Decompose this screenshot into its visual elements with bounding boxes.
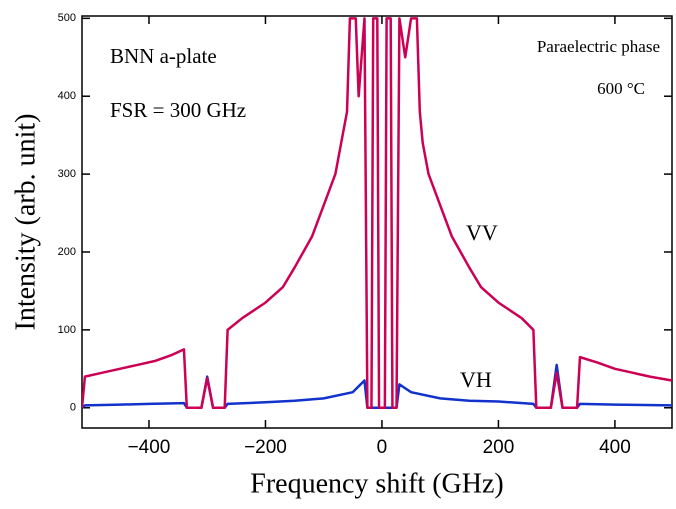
y-tick-label: 500	[58, 12, 76, 24]
y-tick-label: 200	[58, 246, 76, 258]
annotation: FSR = 300 GHz	[110, 98, 246, 122]
x-tick-label: 200	[483, 437, 515, 458]
legend-label: VV	[466, 220, 498, 245]
x-axis-label: Frequency shift (GHz)	[250, 468, 503, 499]
data-line	[82, 17, 672, 409]
x-tick-label: 0	[377, 437, 388, 458]
legend-label: VH	[460, 367, 492, 392]
x-tick-label: −200	[244, 437, 287, 458]
y-tick-label: 300	[58, 168, 76, 180]
annotation: Paraelectric phase	[537, 37, 660, 56]
y-tick-label: 0	[70, 402, 76, 414]
data-line	[82, 363, 672, 409]
annotation: 600 °C	[597, 79, 645, 98]
plot-frame	[81, 15, 673, 429]
x-tick-label: −400	[128, 437, 171, 458]
annotation: BNN a-plate	[110, 44, 217, 68]
plot-area	[82, 17, 672, 409]
x-tick-label: 400	[599, 437, 631, 458]
y-tick-label: 400	[58, 90, 76, 102]
y-tick-label: 100	[58, 324, 76, 336]
y-axis-label: Intensity (arb. unit)	[10, 114, 41, 331]
